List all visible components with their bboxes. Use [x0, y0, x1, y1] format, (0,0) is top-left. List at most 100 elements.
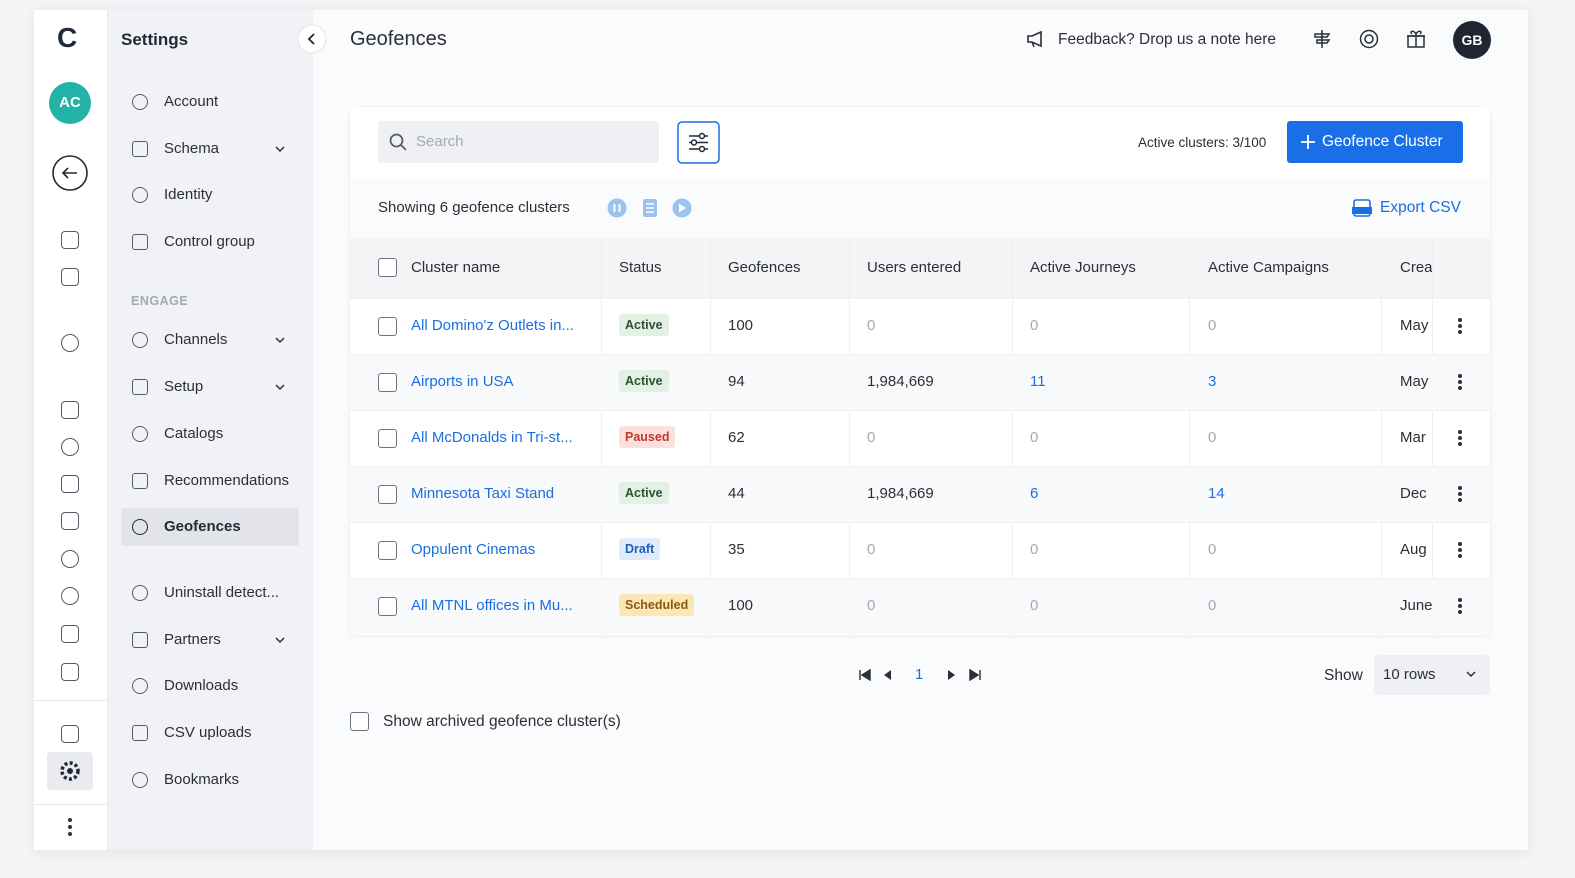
button-label: Geofence Cluster: [1322, 133, 1443, 150]
nav-icon[interactable]: [61, 625, 79, 643]
more-menu[interactable]: [65, 816, 75, 838]
archived-checkbox[interactable]: [350, 712, 369, 731]
table-cell: 0: [1208, 541, 1217, 558]
column-header: Users entered: [867, 259, 962, 276]
nav-icon[interactable]: [61, 438, 79, 456]
row-actions[interactable]: [1457, 317, 1463, 335]
row-actions[interactable]: [1457, 541, 1463, 559]
nav-item[interactable]: Geofences: [164, 518, 241, 535]
table-cell: 0: [1208, 597, 1217, 614]
active-item-highlight: [121, 508, 299, 546]
nav-icon[interactable]: [61, 475, 79, 493]
nav-item[interactable]: Downloads: [164, 677, 239, 694]
table-cell: 35: [728, 541, 745, 558]
nav-item[interactable]: Partners: [164, 631, 221, 648]
logo[interactable]: C: [57, 22, 78, 53]
view-controls[interactable]: [606, 197, 696, 219]
table-cell: 44: [728, 485, 745, 502]
search-input[interactable]: Search: [378, 121, 659, 163]
row-checkbox[interactable]: [378, 429, 397, 448]
nav-icon[interactable]: [61, 663, 79, 681]
table-row: [350, 298, 1490, 354]
nav-item[interactable]: Channels: [164, 331, 228, 348]
export-csv[interactable]: Export CSV: [1380, 199, 1461, 216]
cluster-link[interactable]: Airports in USA: [411, 373, 514, 390]
dot: [1458, 486, 1462, 490]
nav-item[interactable]: Setup: [164, 378, 204, 395]
back-button[interactable]: [51, 154, 89, 192]
expand-chevron[interactable]: [275, 146, 285, 154]
pagination-controls[interactable]: [856, 667, 986, 683]
column-divider: [1189, 238, 1190, 635]
column-header: Active Journeys: [1030, 259, 1136, 276]
header-icon[interactable]: [1359, 29, 1379, 49]
column-divider: [710, 238, 711, 635]
row-actions[interactable]: [1457, 597, 1463, 615]
row-checkbox[interactable]: [378, 373, 397, 392]
status-badge: Active: [619, 370, 669, 392]
dot: [1458, 442, 1462, 446]
nav-icon[interactable]: [61, 512, 79, 530]
current-page[interactable]: 1: [915, 666, 924, 683]
nav-icon[interactable]: [61, 231, 79, 249]
rows-dropdown[interactable]: 10 rows: [1374, 655, 1490, 695]
nav-icon: [132, 332, 148, 348]
nav-icon[interactable]: [61, 725, 79, 743]
cluster-link[interactable]: All Domino'z Outlets in...: [411, 317, 574, 334]
nav-item[interactable]: Bookmarks: [164, 771, 240, 788]
collapse-button[interactable]: [297, 24, 327, 54]
expand-chevron[interactable]: [275, 637, 285, 645]
nav-icon[interactable]: [61, 587, 79, 605]
dot: [1458, 542, 1462, 546]
row-actions[interactable]: [1457, 373, 1463, 391]
settings-button[interactable]: [47, 752, 93, 790]
cluster-link[interactable]: Minnesota Taxi Stand: [411, 485, 555, 502]
row-checkbox[interactable]: [378, 485, 397, 504]
active-clusters: Active clusters: 3/100: [1138, 135, 1267, 150]
nav-item[interactable]: Account: [164, 93, 219, 110]
cluster-link[interactable]: All McDonalds in Tri-st...: [411, 429, 573, 446]
column-divider: [1381, 238, 1382, 635]
row-checkbox[interactable]: [378, 317, 397, 336]
account-avatar[interactable]: GB: [1453, 21, 1491, 59]
add-cluster-button[interactable]: Geofence Cluster: [1287, 121, 1463, 163]
nav-icon[interactable]: [61, 334, 79, 352]
nav-icon[interactable]: [61, 550, 79, 568]
nav-item[interactable]: Recommendations: [164, 472, 290, 489]
column-header: Status: [619, 259, 662, 276]
table-cell: 0: [1030, 597, 1039, 614]
cluster-link[interactable]: Oppulent Cinemas: [411, 541, 536, 558]
nav-item[interactable]: Uninstall detect...: [164, 584, 280, 601]
nav-icon: [132, 94, 148, 110]
nav-icon[interactable]: [61, 268, 79, 286]
feedback-link[interactable]: Feedback? Drop us a note here: [1058, 31, 1276, 48]
nav-item[interactable]: Control group: [164, 233, 255, 250]
row-checkbox[interactable]: [378, 541, 397, 560]
header-icon[interactable]: [1312, 29, 1332, 49]
nav-item[interactable]: CSV uploads: [164, 724, 252, 741]
cluster-link[interactable]: All MTNL offices in Mu...: [411, 597, 573, 614]
nav-item[interactable]: Schema: [164, 140, 220, 157]
nav-item[interactable]: Catalogs: [164, 425, 224, 442]
expand-chevron[interactable]: [275, 384, 285, 392]
expand-chevron[interactable]: [275, 337, 285, 345]
header-icon[interactable]: [1406, 29, 1426, 49]
filter-button[interactable]: [677, 121, 720, 164]
count-link[interactable]: 6: [1030, 485, 1039, 502]
nav-icon[interactable]: [61, 401, 79, 419]
row-checkbox[interactable]: [378, 597, 397, 616]
export-icon[interactable]: [1352, 198, 1372, 218]
feedback-icon[interactable]: [1026, 30, 1046, 48]
table-cell: 0: [867, 597, 876, 614]
count-link[interactable]: 3: [1208, 373, 1217, 390]
page-title: Geofences: [350, 28, 447, 50]
row-actions[interactable]: [1457, 485, 1463, 503]
header-checkbox[interactable]: [378, 258, 397, 277]
nav-icon: [132, 187, 148, 203]
nav-item[interactable]: Identity: [164, 186, 213, 203]
count-link[interactable]: 14: [1208, 485, 1225, 502]
count-link[interactable]: 11: [1030, 373, 1046, 390]
row-actions[interactable]: [1457, 429, 1463, 447]
user-avatar[interactable]: AC: [49, 82, 91, 124]
